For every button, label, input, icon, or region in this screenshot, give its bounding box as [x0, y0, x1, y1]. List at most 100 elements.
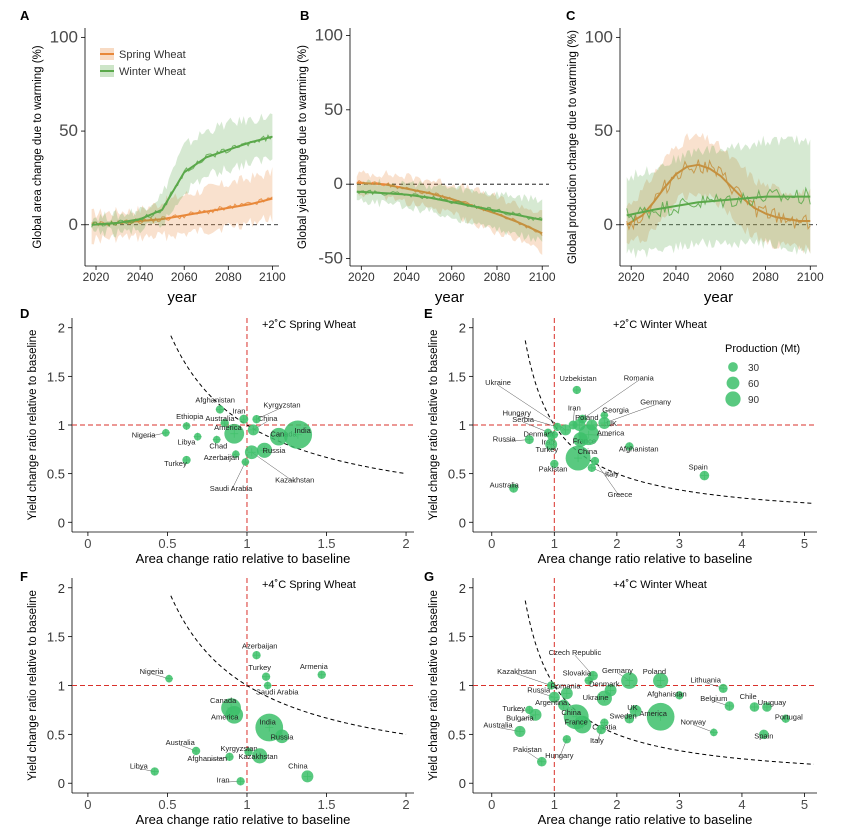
country-label: Canada: [210, 696, 237, 705]
country-label: Chad: [209, 441, 227, 450]
country-bubble: [625, 442, 634, 451]
country-point: Sweden: [610, 712, 637, 724]
panel-subtitle: +4˚C Winter Wheat: [613, 579, 707, 591]
country-point: Romania: [551, 681, 581, 700]
x-tick-label: 2: [402, 797, 409, 812]
country-bubble: [225, 705, 244, 724]
uncertainty-band-spring-wheat: [626, 132, 811, 254]
country-bubble: [261, 672, 271, 681]
country-bubble: [572, 385, 581, 395]
country-bubble: [553, 422, 562, 432]
country-point: Saudi Arabia: [256, 681, 299, 696]
country-point: America: [639, 702, 675, 731]
y-axis-title: Yield change ratio relative to baseline: [428, 330, 440, 521]
size-legend-bubble: [728, 362, 738, 372]
country-label: Germany: [602, 666, 633, 675]
x-tick-label: 0: [488, 797, 495, 812]
country-label: Azerbaijan: [242, 641, 277, 650]
country-point: Uzbekistan: [560, 374, 597, 395]
y-tick-label: 0.5: [47, 467, 65, 482]
country-label: UK: [627, 703, 637, 712]
y-tick-label: 50: [324, 100, 343, 119]
country-point: Chile: [740, 692, 760, 712]
country-label: Ethiopia: [176, 412, 204, 421]
country-bubble: [301, 770, 314, 783]
panel-subtitle: +4˚C Spring Wheat: [262, 579, 356, 591]
country-bubble: [699, 470, 710, 481]
x-tick-label: 2080: [215, 270, 242, 284]
size-legend-value: 60: [748, 379, 760, 390]
y-tick-label: 0: [69, 215, 78, 234]
country-bubble: [653, 673, 669, 689]
country-point: Nigeria: [132, 428, 170, 440]
country-bubble: [749, 702, 760, 712]
country-point: Kyrgyzstan: [220, 744, 258, 757]
country-bubble: [560, 687, 573, 700]
country-bubble: [225, 752, 234, 762]
country-point: France: [565, 715, 592, 734]
size-legend-title: Production (Mt): [725, 343, 800, 355]
x-tick-label: 1: [243, 536, 250, 551]
country-point: Kazakhstan: [497, 667, 556, 690]
country-label: Portugal: [775, 713, 803, 722]
legend-label: Winter Wheat: [119, 66, 186, 78]
country-bubble: [191, 746, 201, 756]
x-tick-label: 3: [676, 797, 683, 812]
country-label: India: [260, 718, 277, 727]
country-point: Norway: [680, 718, 718, 737]
country-point: Lithuania: [690, 676, 728, 693]
country-bubble: [545, 438, 558, 451]
x-axis-title: year: [435, 289, 464, 306]
country-label: Uruguay: [758, 698, 787, 707]
country-label: Libya: [130, 762, 149, 771]
size-legend: Production (Mt) 30 60 90: [725, 343, 800, 407]
x-tick-label: 0.5: [158, 536, 176, 551]
country-label: UK: [607, 419, 617, 428]
country-point: Turkey: [535, 438, 558, 454]
leader-line: [604, 404, 656, 424]
x-tick-label: 4: [738, 797, 745, 812]
country-bubble: [596, 690, 612, 706]
country-bubble: [212, 435, 221, 444]
y-tick-label: 1.5: [448, 369, 466, 384]
country-label: Turkey: [502, 704, 525, 713]
country-bubble: [600, 718, 609, 727]
country-label: Ukraine: [583, 693, 609, 702]
country-point: Belgium: [700, 694, 735, 711]
country-bubble: [524, 435, 534, 445]
country-label: Romania: [624, 373, 655, 382]
country-label: America: [597, 429, 625, 438]
country-point: Azerbaijan: [204, 450, 240, 462]
panel-label: F: [20, 569, 28, 584]
country-bubble: [560, 424, 572, 436]
country-bubble: [587, 463, 597, 472]
country-bubble: [584, 676, 593, 685]
country-bubble: [558, 699, 570, 711]
size-legend-value: 30: [748, 363, 760, 374]
y-tick-label: 50: [59, 121, 78, 140]
x-tick-label: 2060: [171, 270, 198, 284]
country-bubble: [781, 714, 790, 723]
country-bubble: [710, 728, 718, 737]
y-axis-title: Global yield change due to warming (%): [297, 45, 309, 249]
country-label: Ukraine: [485, 378, 511, 387]
country-bubble: [317, 670, 326, 679]
country-point: America: [214, 423, 245, 444]
y-tick-label: -50: [318, 249, 343, 268]
y-tick-label: 0: [604, 215, 613, 234]
x-tick-label: 1: [551, 797, 558, 812]
country-bubble: [269, 427, 288, 446]
country-label: Germany: [640, 398, 671, 407]
country-point: Armenia: [300, 662, 329, 679]
country-label: Iran: [233, 406, 246, 415]
country-point: Australia: [483, 721, 526, 737]
size-legend-bubble: [725, 391, 741, 407]
x-tick-label: 1.5: [317, 797, 335, 812]
y-axis-title: Yield change ratio relative to baseline: [428, 590, 440, 781]
country-bubble: [675, 691, 684, 700]
y-tick-label: 0: [459, 515, 466, 530]
country-label: America: [639, 709, 667, 718]
country-point: Iran: [217, 775, 245, 786]
country-label: Greece: [608, 490, 633, 499]
